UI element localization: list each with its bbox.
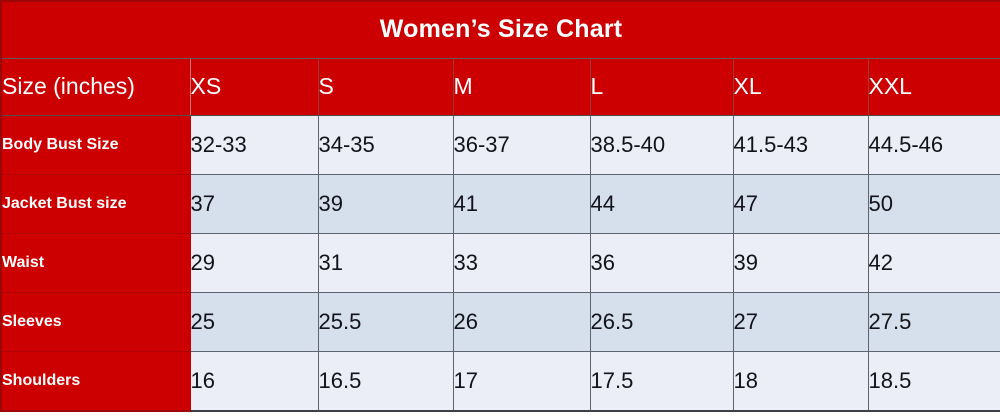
- cell-shoulders-m: 17: [453, 351, 591, 412]
- cell-shoulders-xxl: 18.5: [868, 351, 1000, 412]
- table-row: Body Bust Size 32-33 34-35 36-37 38.5-40…: [0, 115, 1000, 175]
- column-header-l: L: [590, 58, 734, 116]
- row-label-sleeves: Sleeves: [0, 292, 191, 352]
- cell-jacket-bust-size-m: 41: [453, 174, 591, 234]
- title-row: Women’s Size Chart: [0, 0, 1000, 59]
- cell-sleeves-m: 26: [453, 292, 591, 352]
- cell-waist-xxl: 42: [868, 233, 1000, 293]
- cell-waist-l: 36: [590, 233, 734, 293]
- cell-sleeves-l: 26.5: [590, 292, 734, 352]
- row-label-waist: Waist: [0, 233, 191, 293]
- cell-jacket-bust-size-xs: 37: [190, 174, 319, 234]
- cell-jacket-bust-size-xxl: 50: [868, 174, 1000, 234]
- cell-jacket-bust-size-l: 44: [590, 174, 734, 234]
- table-row: Sleeves 25 25.5 26 26.5 27 27.5: [0, 292, 1000, 352]
- cell-shoulders-l: 17.5: [590, 351, 734, 412]
- cell-waist-m: 33: [453, 233, 591, 293]
- column-header-xxl: XXL: [868, 58, 1000, 116]
- cell-waist-s: 31: [318, 233, 454, 293]
- row-label-body-bust-size: Body Bust Size: [0, 115, 191, 175]
- table-row: Waist 29 31 33 36 39 42: [0, 233, 1000, 293]
- cell-body-bust-size-l: 38.5-40: [590, 115, 734, 175]
- cell-body-bust-size-xl: 41.5-43: [733, 115, 869, 175]
- column-header-xl: XL: [733, 58, 869, 116]
- row-label-shoulders: Shoulders: [0, 351, 191, 412]
- cell-waist-xs: 29: [190, 233, 319, 293]
- table-row: Shoulders 16 16.5 17 17.5 18 18.5: [0, 351, 1000, 412]
- cell-jacket-bust-size-xl: 47: [733, 174, 869, 234]
- table-row: Jacket Bust size 37 39 41 44 47 50: [0, 174, 1000, 234]
- cell-shoulders-s: 16.5: [318, 351, 454, 412]
- cell-sleeves-xs: 25: [190, 292, 319, 352]
- cell-body-bust-size-xs: 32-33: [190, 115, 319, 175]
- cell-sleeves-s: 25.5: [318, 292, 454, 352]
- cell-body-bust-size-m: 36-37: [453, 115, 591, 175]
- cell-body-bust-size-s: 34-35: [318, 115, 454, 175]
- cell-shoulders-xs: 16: [190, 351, 319, 412]
- cell-shoulders-xl: 18: [733, 351, 869, 412]
- cell-sleeves-xl: 27: [733, 292, 869, 352]
- cell-body-bust-size-xxl: 44.5-46: [868, 115, 1000, 175]
- corner-header-cell: Size (inches): [0, 58, 191, 116]
- cell-jacket-bust-size-s: 39: [318, 174, 454, 234]
- page-title: Women’s Size Chart: [0, 0, 1000, 59]
- column-header-s: S: [318, 58, 454, 116]
- cell-waist-xl: 39: [733, 233, 869, 293]
- row-label-jacket-bust-size: Jacket Bust size: [0, 174, 191, 234]
- column-header-m: M: [453, 58, 591, 116]
- column-header-row: Size (inches) XS S M L XL XXL: [0, 58, 1000, 116]
- column-header-xs: XS: [190, 58, 319, 116]
- cell-sleeves-xxl: 27.5: [868, 292, 1000, 352]
